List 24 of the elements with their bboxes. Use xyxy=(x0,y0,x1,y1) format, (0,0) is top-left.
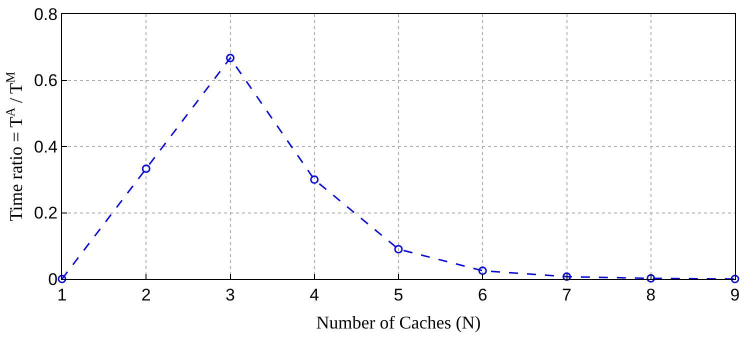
x-tick-label: 3 xyxy=(226,285,235,304)
y-tick-label: 0.4 xyxy=(34,137,58,156)
point xyxy=(478,266,487,275)
point xyxy=(310,175,319,184)
point xyxy=(562,272,571,281)
y-tick-label: 0 xyxy=(48,270,58,289)
point xyxy=(226,54,234,62)
x-tick-label: 9 xyxy=(730,285,740,304)
point xyxy=(646,274,656,283)
x-tick-label: 6 xyxy=(478,285,488,304)
y-tick-label: 0.2 xyxy=(34,204,58,223)
point xyxy=(394,244,403,254)
point xyxy=(730,274,740,284)
y-tick-label: 0.6 xyxy=(34,71,58,90)
x-tick-label: 4 xyxy=(310,285,320,304)
point xyxy=(142,164,150,173)
x-tick-label: 1 xyxy=(57,285,67,304)
x-axis-title: Number of Caches (N) xyxy=(316,312,481,332)
x-tick-label: 2 xyxy=(141,285,151,304)
x-tick-label: 8 xyxy=(646,285,656,304)
y-tick-label: 0.8 xyxy=(34,4,58,24)
point xyxy=(58,274,66,284)
x-tick-label: 5 xyxy=(394,285,404,304)
x-tick-label: 7 xyxy=(562,285,572,304)
